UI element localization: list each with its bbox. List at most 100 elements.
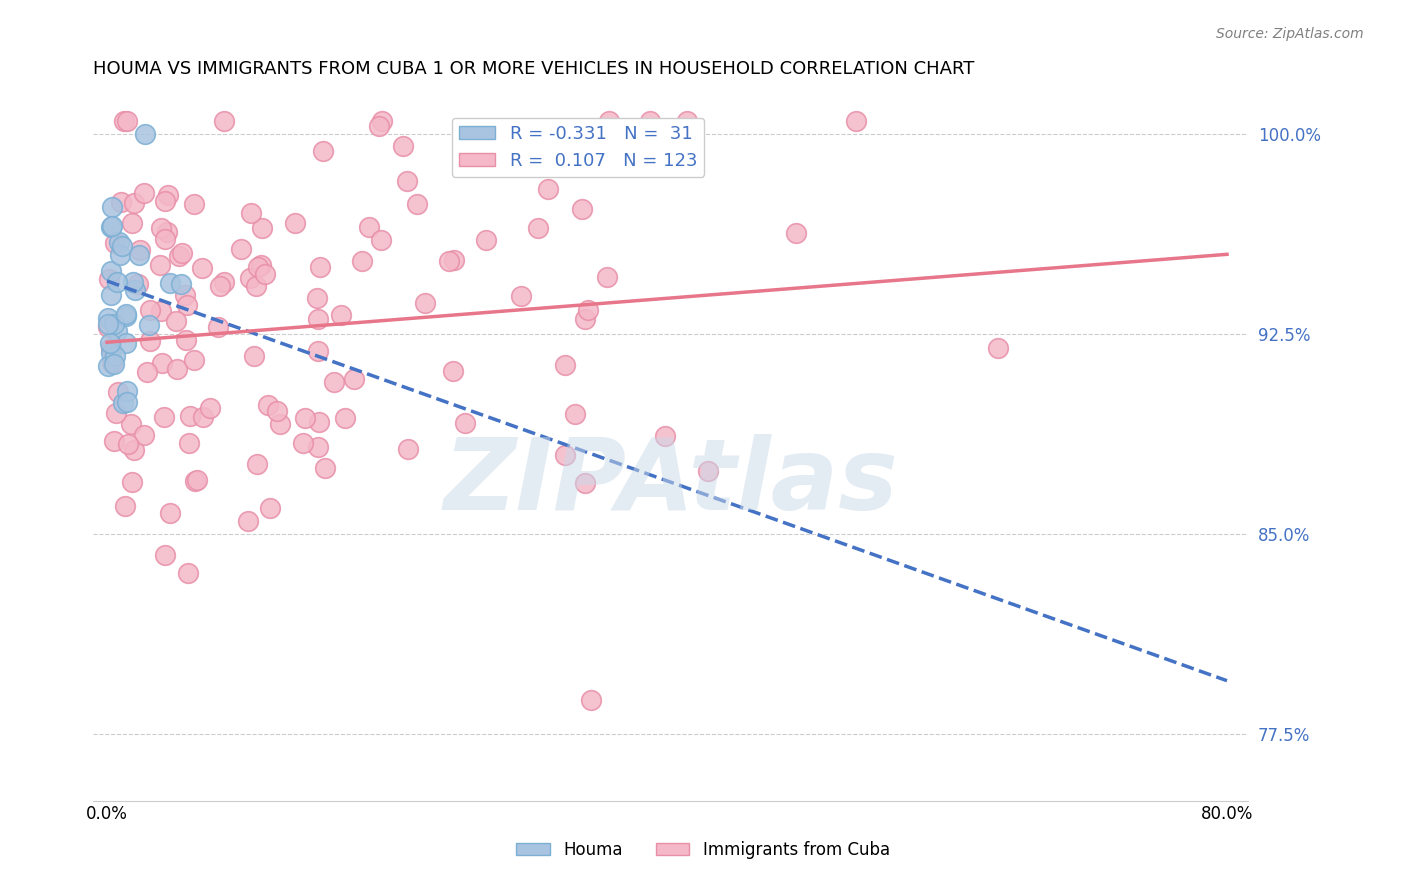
Immigrants from Cuba [139,302,162,317]
Immigrants from Cuba [571,202,593,216]
Immigrants from Cuba [987,342,1010,356]
Immigrants from Cuba [110,194,132,209]
Immigrants from Cuba [139,334,162,348]
Immigrants from Cuba [240,206,263,220]
Houma [97,317,120,331]
Immigrants from Cuba [183,353,205,368]
Houma [97,310,120,325]
Immigrants from Cuba [132,186,155,200]
Immigrants from Cuba [153,549,176,563]
Houma [108,248,131,262]
Houma [100,264,122,278]
Immigrants from Cuba [231,242,253,256]
Immigrants from Cuba [266,404,288,418]
Text: ZIPAtlas: ZIPAtlas [443,434,898,532]
Immigrants from Cuba [564,407,586,421]
Immigrants from Cuba [98,272,121,286]
Immigrants from Cuba [308,415,330,429]
Immigrants from Cuba [307,440,329,454]
Immigrants from Cuba [576,303,599,318]
Text: Source: ZipAtlas.com: Source: ZipAtlas.com [1216,27,1364,41]
Houma [134,128,156,142]
Immigrants from Cuba [537,182,560,196]
Immigrants from Cuba [367,119,389,133]
Immigrants from Cuba [207,320,229,334]
Immigrants from Cuba [127,277,149,292]
Houma [105,275,128,289]
Immigrants from Cuba [149,258,172,272]
Immigrants from Cuba [257,398,280,412]
Immigrants from Cuba [193,410,215,425]
Immigrants from Cuba [238,514,260,528]
Immigrants from Cuba [191,260,214,275]
Immigrants from Cuba [405,197,427,211]
Immigrants from Cuba [654,429,676,443]
Immigrants from Cuba [370,114,392,128]
Immigrants from Cuba [291,435,314,450]
Immigrants from Cuba [177,566,200,581]
Immigrants from Cuba [246,457,269,471]
Immigrants from Cuba [437,254,460,268]
Immigrants from Cuba [172,245,194,260]
Houma [103,318,125,332]
Houma [101,200,124,214]
Immigrants from Cuba [392,139,415,153]
Immigrants from Cuba [413,296,436,310]
Houma [97,359,120,373]
Immigrants from Cuba [312,144,335,158]
Immigrants from Cuba [785,226,807,240]
Immigrants from Cuba [527,221,550,235]
Immigrants from Cuba [153,232,176,246]
Immigrants from Cuba [259,501,281,516]
Immigrants from Cuba [249,258,271,272]
Houma [115,309,138,323]
Immigrants from Cuba [165,314,187,328]
Immigrants from Cuba [115,114,138,128]
Immigrants from Cuba [117,437,139,451]
Immigrants from Cuba [183,475,205,489]
Immigrants from Cuba [370,233,392,247]
Immigrants from Cuba [581,693,603,707]
Immigrants from Cuba [252,221,274,235]
Immigrants from Cuba [574,311,596,326]
Immigrants from Cuba [209,279,232,293]
Houma [115,394,138,409]
Houma [159,276,181,290]
Houma [138,318,160,332]
Immigrants from Cuba [149,220,172,235]
Immigrants from Cuba [453,158,475,172]
Immigrants from Cuba [136,366,159,380]
Immigrants from Cuba [212,114,235,128]
Houma [100,288,122,302]
Immigrants from Cuba [156,225,179,239]
Immigrants from Cuba [120,417,142,431]
Houma [111,239,134,253]
Immigrants from Cuba [122,442,145,457]
Immigrants from Cuba [104,406,127,420]
Immigrants from Cuba [156,188,179,202]
Immigrants from Cuba [307,344,329,359]
Immigrants from Cuba [350,253,373,268]
Immigrants from Cuba [150,304,173,318]
Houma [103,357,125,371]
Immigrants from Cuba [554,358,576,372]
Immigrants from Cuba [183,196,205,211]
Immigrants from Cuba [269,417,291,432]
Houma [115,336,138,351]
Houma [124,283,146,297]
Immigrants from Cuba [174,333,197,347]
Immigrants from Cuba [159,507,181,521]
Immigrants from Cuba [322,375,344,389]
Houma [111,395,134,409]
Immigrants from Cuba [112,114,135,128]
Immigrants from Cuba [845,114,868,128]
Immigrants from Cuba [122,196,145,211]
Immigrants from Cuba [132,428,155,442]
Legend: R = -0.331   N =  31, R =  0.107   N = 123: R = -0.331 N = 31, R = 0.107 N = 123 [451,118,704,177]
Immigrants from Cuba [242,349,264,363]
Immigrants from Cuba [307,311,329,326]
Immigrants from Cuba [246,260,269,274]
Immigrants from Cuba [307,291,329,305]
Text: HOUMA VS IMMIGRANTS FROM CUBA 1 OR MORE VEHICLES IN HOUSEHOLD CORRELATION CHART: HOUMA VS IMMIGRANTS FROM CUBA 1 OR MORE … [93,60,974,78]
Immigrants from Cuba [309,260,332,275]
